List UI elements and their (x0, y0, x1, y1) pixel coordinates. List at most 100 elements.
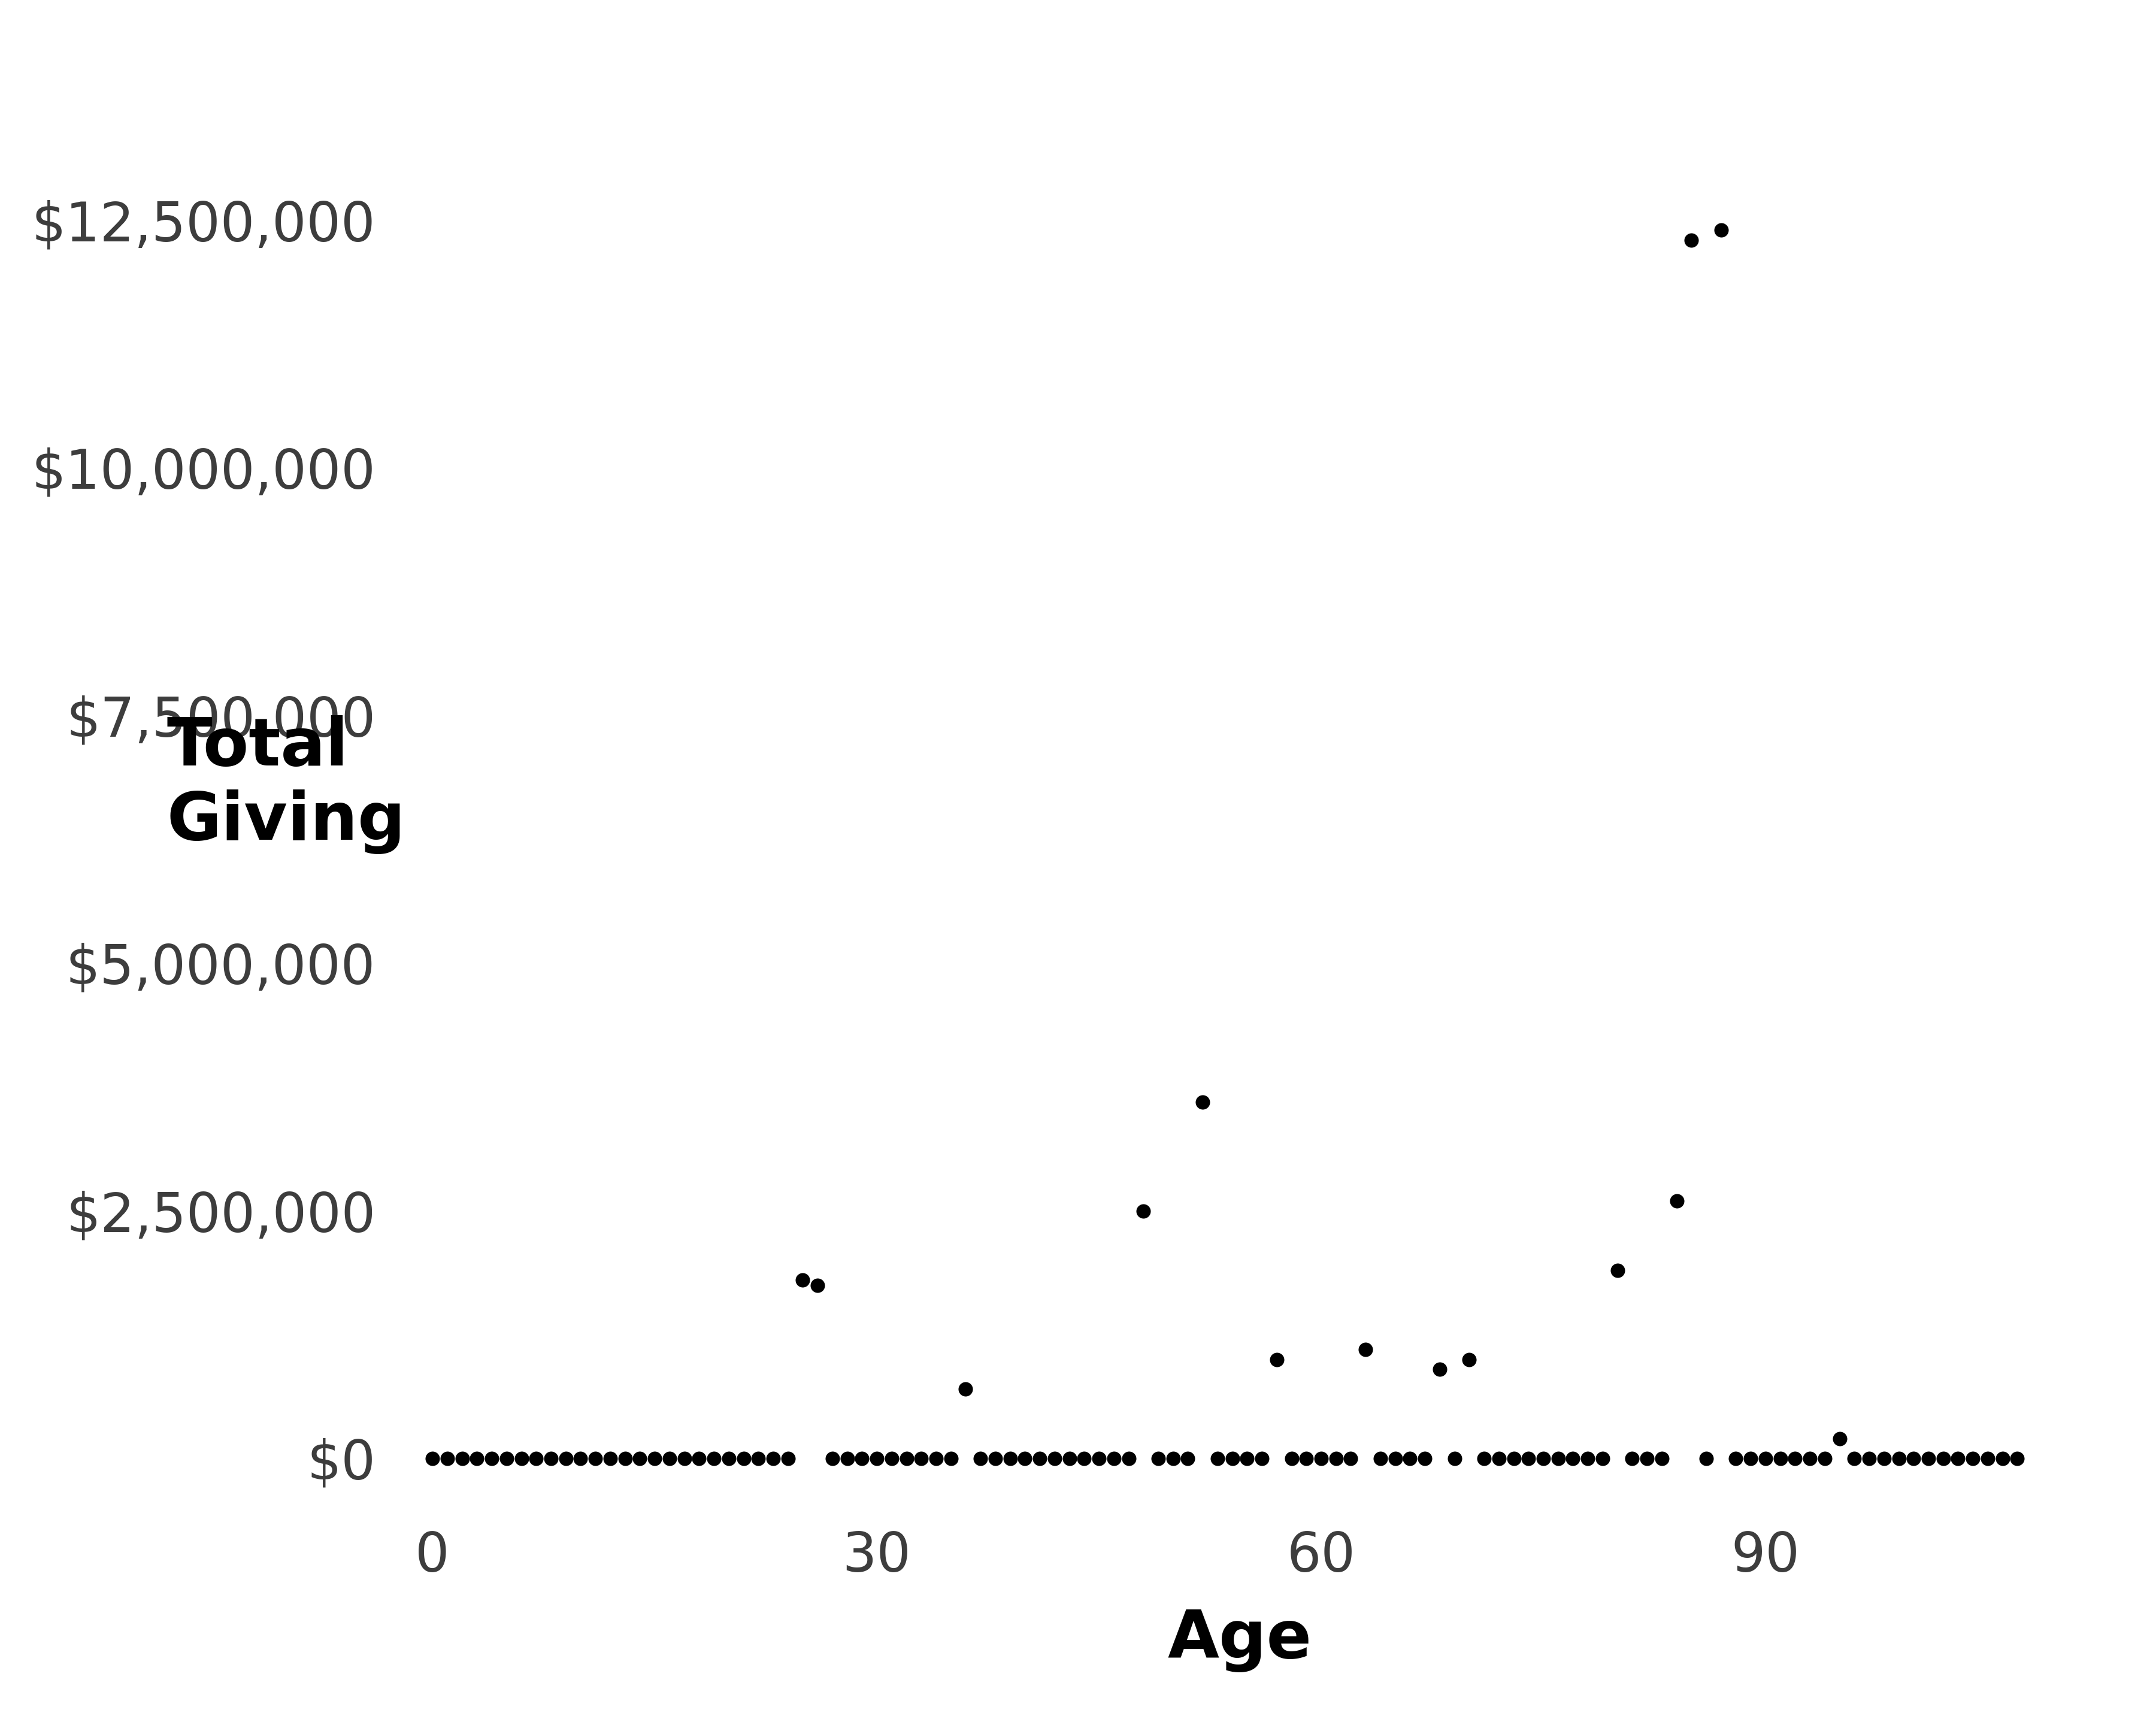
Point (666, 1446, 701, 1473)
Point (770, 1446, 804, 1473)
Point (1423, 1356, 1457, 1383)
Point (1542, 1446, 1576, 1473)
Point (459, 1446, 494, 1473)
Point (474, 1446, 509, 1473)
Point (1837, 1446, 1871, 1473)
Point (1229, 1446, 1263, 1473)
Point (623, 1446, 658, 1473)
Point (1792, 1446, 1826, 1473)
Point (830, 1446, 865, 1473)
Point (711, 1446, 746, 1473)
Point (1363, 1446, 1397, 1473)
Point (934, 1446, 968, 1473)
Point (727, 1446, 761, 1473)
Point (1378, 1446, 1412, 1473)
Point (1585, 1446, 1619, 1473)
Point (1186, 1088, 1220, 1116)
Point (1259, 1346, 1294, 1373)
Point (1171, 1446, 1205, 1473)
Point (1007, 1446, 1041, 1473)
Point (1867, 1446, 1902, 1473)
Point (578, 1446, 612, 1473)
Point (1082, 1446, 1117, 1473)
Point (845, 1446, 880, 1473)
Point (994, 1446, 1028, 1473)
Point (1570, 1446, 1604, 1473)
Point (815, 1446, 849, 1473)
Point (696, 1446, 731, 1473)
Point (1910, 1446, 1945, 1473)
Point (888, 1446, 923, 1473)
Point (903, 1446, 938, 1473)
Point (489, 1446, 524, 1473)
Point (1141, 1446, 1175, 1473)
Y-axis label: Total
Giving: Total Giving (166, 716, 405, 854)
Point (1630, 1446, 1664, 1473)
Point (1037, 1446, 1072, 1473)
Point (1822, 1425, 1856, 1452)
Point (1600, 1256, 1634, 1283)
Point (1438, 1446, 1473, 1473)
Point (563, 1446, 597, 1473)
Point (520, 1446, 554, 1473)
Point (1319, 1446, 1354, 1473)
Point (785, 1266, 819, 1294)
Point (638, 1446, 673, 1473)
Point (1925, 1446, 1960, 1473)
Point (1022, 1446, 1056, 1473)
Point (1067, 1446, 1102, 1473)
Point (1749, 1446, 1783, 1473)
Point (1496, 1446, 1531, 1473)
Point (1645, 1446, 1680, 1473)
Point (979, 1446, 1013, 1473)
Point (1511, 1446, 1546, 1473)
Point (1971, 1446, 2005, 1473)
Point (1125, 1197, 1160, 1225)
Point (1688, 1446, 1723, 1473)
Point (1779, 1446, 1813, 1473)
Point (860, 1446, 895, 1473)
Point (1703, 216, 1738, 243)
Point (1156, 1446, 1190, 1473)
Point (1675, 226, 1710, 254)
Point (875, 1446, 910, 1473)
Point (1940, 1446, 1975, 1473)
Point (1466, 1446, 1501, 1473)
Point (1718, 1446, 1753, 1473)
Point (1335, 1446, 1369, 1473)
Point (1304, 1446, 1339, 1473)
Point (416, 1446, 451, 1473)
Point (949, 1375, 983, 1402)
Point (1244, 1446, 1279, 1473)
Point (1986, 1446, 2020, 1473)
Point (918, 1446, 953, 1473)
Point (1348, 1335, 1382, 1363)
Point (1481, 1446, 1516, 1473)
Point (1451, 1346, 1485, 1373)
Point (964, 1446, 998, 1473)
Point (1289, 1446, 1324, 1473)
Point (742, 1446, 776, 1473)
Point (1408, 1446, 1442, 1473)
Point (1660, 1187, 1695, 1214)
Point (1882, 1446, 1917, 1473)
Point (444, 1446, 479, 1473)
Point (429, 1446, 464, 1473)
Point (1557, 1446, 1591, 1473)
Point (608, 1446, 642, 1473)
Point (1733, 1446, 1768, 1473)
Point (1274, 1446, 1309, 1473)
Point (548, 1446, 582, 1473)
Point (535, 1446, 569, 1473)
Point (1615, 1446, 1649, 1473)
Point (1097, 1446, 1132, 1473)
Point (1807, 1446, 1841, 1473)
Point (1955, 1446, 1990, 1473)
Point (1852, 1446, 1886, 1473)
Point (800, 1271, 834, 1299)
Point (1764, 1446, 1798, 1473)
X-axis label: Age: Age (1169, 1608, 1311, 1672)
Point (757, 1446, 791, 1473)
Point (1201, 1446, 1235, 1473)
Point (1216, 1446, 1250, 1473)
